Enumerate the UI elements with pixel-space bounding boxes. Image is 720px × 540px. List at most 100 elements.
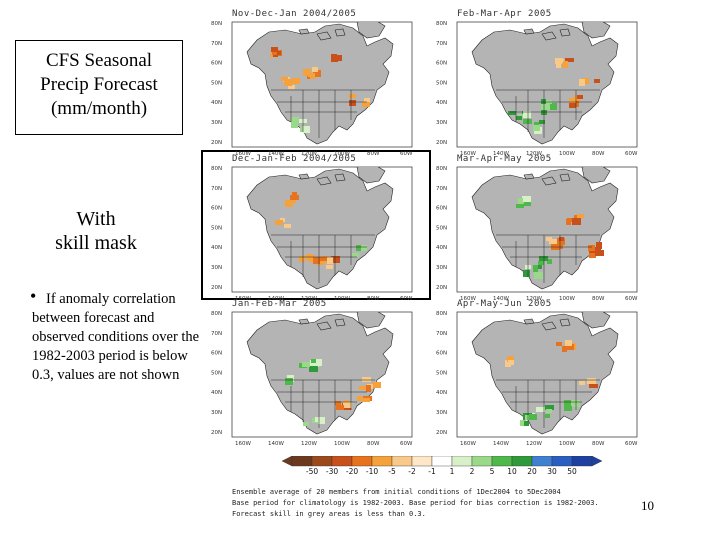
lat-label: 60N	[436, 206, 447, 212]
anomaly-cell	[310, 73, 315, 79]
lon-label: 140W	[268, 441, 284, 447]
anomaly-cell	[529, 414, 537, 420]
lon-label: 60W	[400, 151, 413, 157]
anomaly-cell	[524, 421, 529, 426]
anomaly-cell	[596, 242, 602, 249]
anomaly-cell	[541, 104, 550, 110]
land-area	[541, 321, 557, 331]
map-panel: 80N 70N 60N 50N 40N 30N 20N 160W 140W 120W 100W 80W…	[432, 154, 647, 302]
lat-label: 50N	[436, 370, 447, 376]
anomaly-cell	[315, 417, 320, 422]
anomaly-cell	[556, 342, 562, 346]
lon-label: 140W	[268, 296, 284, 302]
anomaly-cell	[275, 220, 283, 225]
land-area	[559, 173, 571, 182]
lat-label: 30N	[211, 120, 222, 126]
lon-label: 60W	[625, 441, 638, 447]
lon-label: 160W	[235, 441, 251, 447]
anomaly-cell	[300, 126, 305, 132]
colorbar-swatch	[571, 456, 593, 467]
lon-label: 120W	[301, 296, 317, 302]
anomaly-cell	[566, 219, 571, 225]
panel-season-label: Jan-Feb-Mar 2005	[232, 299, 327, 309]
anomaly-cell	[319, 257, 328, 261]
colorbar-swatch	[391, 456, 413, 467]
anomaly-cell	[508, 360, 514, 365]
colorbar-tick-label: -50	[305, 467, 319, 476]
anomaly-cell	[292, 192, 297, 196]
lon-label: 80W	[367, 151, 380, 157]
anomaly-cell	[318, 417, 325, 424]
lon-label: 140W	[493, 151, 509, 157]
lon-label: 100W	[334, 151, 350, 157]
anomaly-cell	[507, 356, 514, 362]
lat-label: 50N	[211, 370, 222, 376]
colorbar-swatch	[371, 456, 393, 467]
anomaly-cell	[290, 195, 299, 200]
title-line-2: Precip Forecast	[40, 74, 158, 95]
anomaly-cell	[571, 400, 580, 407]
anomaly-cell	[565, 340, 572, 346]
anomaly-cell	[313, 257, 320, 264]
anomaly-cell	[356, 245, 362, 251]
anomaly-cell	[285, 200, 293, 207]
anomaly-cell	[349, 94, 356, 98]
anomaly-cell	[582, 78, 589, 84]
panel-season-label: Feb-Mar-Apr 2005	[457, 9, 552, 19]
lon-label: 140W	[493, 296, 509, 302]
anomaly-cell	[331, 256, 340, 263]
with-mask-line-1: With	[76, 208, 116, 230]
colorbar-swatch	[331, 456, 353, 467]
anomaly-cell	[272, 50, 277, 55]
lon-label: 100W	[559, 441, 575, 447]
anomaly-cell	[516, 116, 522, 120]
anomaly-cell	[310, 360, 319, 367]
map-svg: 80N 70N 60N 50N 40N 30N 20N 160W 140W 120W 100W 80W…	[436, 21, 638, 157]
colorbar-tick-label: -5	[388, 467, 396, 476]
lon-label: 160W	[460, 296, 476, 302]
land-area	[541, 176, 557, 186]
anomaly-cell	[284, 79, 292, 86]
lat-label: 30N	[436, 120, 447, 126]
anomaly-cell	[523, 111, 531, 118]
lon-label: 60W	[400, 296, 413, 302]
land-area	[523, 318, 535, 325]
lon-label: 140W	[493, 441, 509, 447]
lon-label: 120W	[526, 441, 542, 447]
anomaly-cell	[567, 344, 574, 350]
lat-label: 80N	[211, 21, 222, 27]
anomaly-cell	[326, 265, 333, 269]
anomaly-cell	[372, 382, 381, 388]
lat-label: 60N	[436, 61, 447, 67]
colorbar-tick-label: 50	[567, 467, 577, 476]
anomaly-cell	[299, 256, 305, 262]
lon-label: 80W	[367, 441, 380, 447]
anomaly-cell	[564, 400, 571, 407]
colorbar-tick-label: -30	[325, 467, 339, 476]
anomaly-cell	[587, 378, 596, 384]
colorbar-swatch	[471, 456, 493, 467]
anomaly-cell	[343, 402, 352, 408]
anomaly-cell	[288, 85, 295, 89]
lat-label: 70N	[211, 186, 222, 192]
colorbar-swatch	[531, 456, 553, 467]
anomaly-cell	[312, 67, 318, 72]
anomaly-cell	[292, 78, 300, 84]
lat-label: 60N	[211, 206, 222, 212]
anomaly-cell	[335, 401, 341, 405]
land-area	[581, 22, 611, 39]
title-line-1: CFS Seasonal	[45, 50, 153, 71]
colorbar-tick-label: 10	[507, 467, 517, 476]
title-line-3: (mm/month)	[50, 98, 148, 119]
land-area	[316, 176, 332, 186]
lat-label: 30N	[211, 265, 222, 271]
anomaly-cell	[523, 119, 532, 124]
anomaly-cell	[516, 204, 524, 208]
anomaly-cell	[302, 362, 310, 367]
colorbar-tick-label: 1	[449, 467, 455, 476]
land-area	[356, 22, 386, 39]
lat-label: 60N	[436, 351, 447, 357]
land-area	[523, 28, 535, 35]
with-skill-mask-label: With skill mask	[36, 207, 156, 255]
anomaly-cell	[303, 126, 310, 133]
